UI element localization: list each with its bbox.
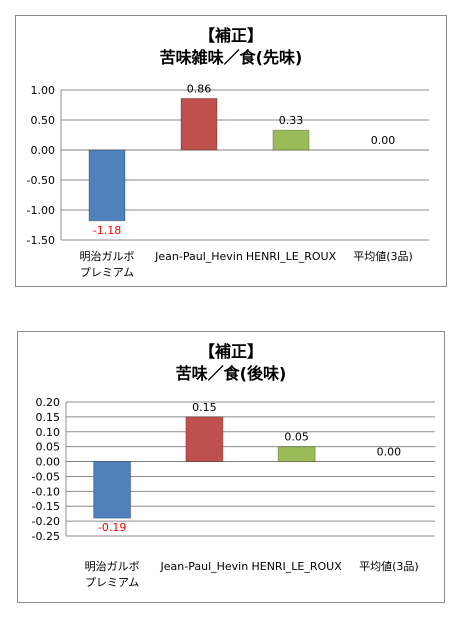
- bar-value-label: -0.19: [98, 521, 126, 534]
- category-label: 明治ガルボ: [85, 559, 140, 573]
- chart-1-subtitle: 苦味雑味／食(先味): [159, 48, 303, 67]
- category-label: プレミアム: [80, 266, 134, 279]
- y-tick-label: -1.50: [27, 234, 55, 247]
- y-tick-label: 0.05: [36, 441, 61, 454]
- chart-2-title: 【補正】: [198, 342, 263, 361]
- bar: [277, 446, 316, 463]
- y-tick-label: 0.00: [36, 456, 61, 469]
- chart-1-plot: 1.00 0.50 0.00 -0.50 -1.00 -1.50 -1.18 明治ガルボプレミ…: [27, 82, 429, 279]
- y-tick-label: -1.00: [27, 204, 55, 217]
- bar-value-label: 0.86: [187, 82, 212, 95]
- chart-panel-1: 【補正】 苦味雑味／食(先味) 1.00 0.50 0.00 -0.50 -1.00 -1…: [15, 15, 447, 287]
- y-tick-label: 0.15: [36, 411, 61, 424]
- y-tick-label: -0.25: [32, 530, 60, 543]
- category-label: HENRI_LE_ROUX: [251, 560, 342, 573]
- chart-panel-2: 【補正】 苦味／食(後味) 0.20 0.15 0.10 0.05 0.00 -0.05-…: [17, 331, 445, 603]
- y-tick-label: -0.05: [32, 470, 60, 483]
- chart-1-title: 【補正】: [198, 26, 263, 45]
- category-label: Jean-Paul_Hevin: [154, 250, 243, 263]
- chart-2-plot: 0.200.150.100.050.00-0.05-0.10-0.15-0.20…: [32, 396, 435, 589]
- bar-value-label: 0.15: [192, 401, 217, 414]
- category-label: 平均値(3品): [353, 250, 413, 263]
- bar: [88, 149, 126, 222]
- category-label: 平均値(3品): [359, 560, 419, 573]
- chart-2-subtitle: 苦味／食(後味): [175, 364, 287, 383]
- category-label: プレミアム: [85, 576, 139, 589]
- category-label: 明治ガルボ: [80, 249, 135, 263]
- y-tick-label: -0.20: [32, 515, 60, 528]
- bar: [93, 461, 132, 519]
- category-label: Jean-Paul_Hevin: [160, 560, 249, 573]
- y-tick-label: 1.00: [31, 84, 56, 97]
- y-tick-label: -0.10: [32, 485, 60, 498]
- bar: [180, 97, 218, 151]
- y-tick-label: -0.15: [32, 500, 60, 513]
- category-label: HENRI_LE_ROUX: [246, 250, 337, 263]
- bar-value-label: 0.00: [371, 134, 396, 147]
- bar-value-label: 0.00: [377, 446, 402, 459]
- y-tick-label: 0.00: [31, 144, 56, 157]
- bar-value-label: 0.05: [284, 431, 309, 444]
- y-tick-label: -0.50: [27, 174, 55, 187]
- y-tick-label: 0.20: [36, 396, 61, 409]
- bar-value-label: -1.18: [93, 224, 121, 237]
- bar: [272, 129, 310, 151]
- y-tick-label: 0.10: [36, 426, 61, 439]
- bar: [185, 416, 224, 463]
- y-tick-label: 0.50: [31, 114, 56, 127]
- bar-value-label: 0.33: [279, 114, 304, 127]
